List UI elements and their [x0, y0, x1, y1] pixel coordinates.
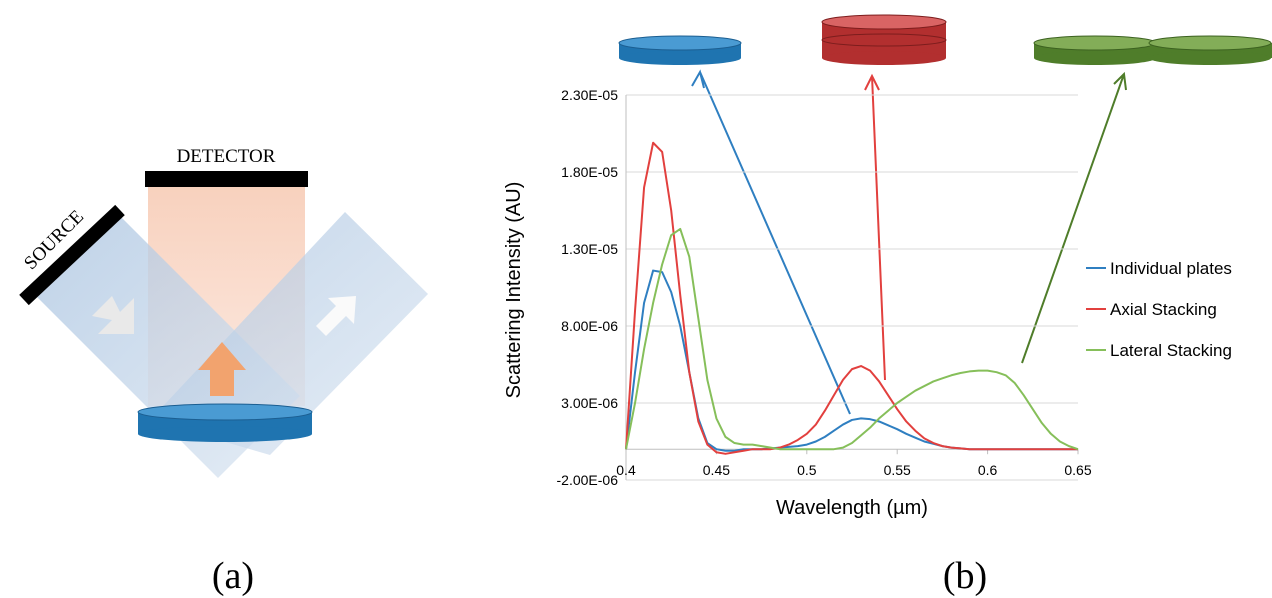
y-tick-label: 2.30E-05 [561, 87, 618, 103]
detector [145, 171, 308, 187]
plate-bottom [822, 51, 946, 65]
sample-disk-top [138, 404, 312, 420]
detector-label: DETECTOR [177, 146, 276, 167]
y-tick-label: 1.80E-05 [561, 164, 618, 180]
annotation-arrow [865, 76, 885, 380]
x-tick-label: 0.65 [1064, 462, 1091, 478]
plate-bottom [619, 51, 741, 65]
x-tick-label: 0.6 [978, 462, 998, 478]
sample-disk-bottom [138, 426, 312, 442]
plate-bottom [1149, 51, 1271, 65]
figure: DETECTOR SOURCE (a) Scattering Intensity… [0, 0, 1272, 598]
plate-bottom [1034, 51, 1156, 65]
x-tick-label: 0.5 [797, 462, 817, 478]
caption: (b) [943, 555, 987, 597]
x-tick-label: 0.4 [616, 462, 636, 478]
x-tick-label: 0.55 [884, 462, 911, 478]
legend-label: Axial Stacking [1110, 300, 1217, 319]
annotation-arrow [692, 72, 850, 414]
x-tick-label: 0.45 [703, 462, 730, 478]
legend-label: Lateral Stacking [1110, 341, 1232, 360]
y-tick-label: 8.00E-06 [561, 318, 618, 334]
y-axis-title: Scattering Intensity (AU) [503, 182, 525, 399]
legend-label: Individual plates [1110, 259, 1232, 278]
y-tick-label: -2.00E-06 [557, 472, 619, 488]
plate-top [822, 15, 946, 29]
plate-top [1149, 36, 1271, 50]
chart: Scattering Intensity (AU) Wavelength (µm… [503, 87, 1232, 597]
series-line [626, 271, 1078, 451]
annotation-arrow [1022, 74, 1126, 363]
caption: (a) [212, 555, 254, 597]
plate-top [619, 36, 741, 50]
series-line [626, 229, 1078, 449]
diagram-a: DETECTOR SOURCE (a) [20, 146, 428, 597]
plate-top [1034, 36, 1156, 50]
series-line [626, 143, 1078, 454]
x-axis-title: Wavelength (µm) [776, 497, 928, 519]
y-tick-label: 1.30E-05 [561, 241, 618, 257]
y-tick-label: 3.00E-06 [561, 395, 618, 411]
